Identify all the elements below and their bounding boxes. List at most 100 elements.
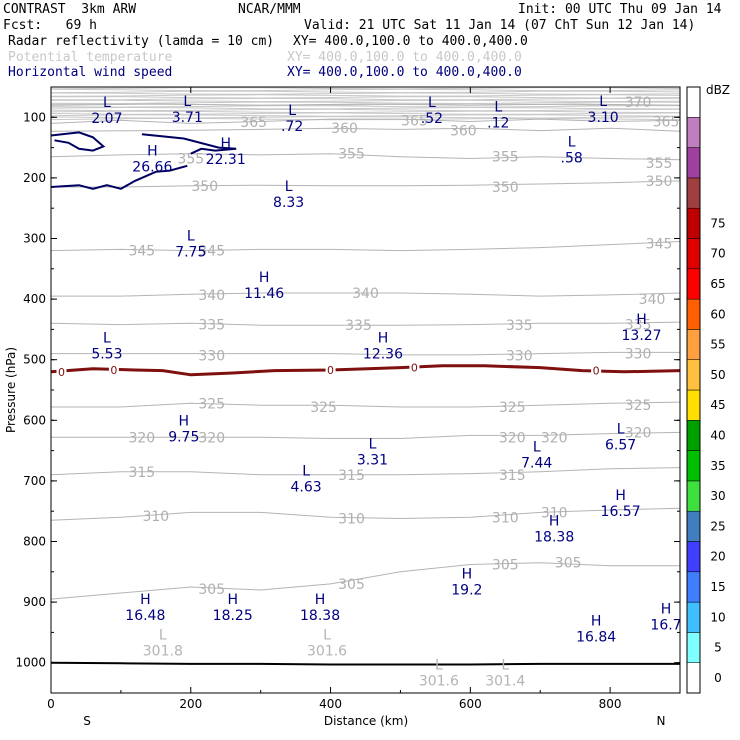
y-tick-label: 900 bbox=[23, 595, 46, 609]
theta-label-320: 320 bbox=[541, 430, 568, 446]
colorbar-label: 45 bbox=[710, 398, 725, 412]
reflectivity-label-0: 0 bbox=[110, 364, 117, 377]
extremum-value: 16.84 bbox=[576, 629, 616, 645]
extremum-value: 2.07 bbox=[91, 111, 122, 127]
theta-label-335: 335 bbox=[625, 318, 652, 334]
theta-contour-370 bbox=[50, 103, 681, 106]
theta-band-line bbox=[51, 97, 681, 101]
colorbar-swatch bbox=[686, 662, 701, 694]
colorbar-label: 30 bbox=[710, 489, 725, 503]
extremum-value: .72 bbox=[281, 119, 303, 135]
theta-contour-365 bbox=[50, 118, 681, 124]
theta-label-325: 325 bbox=[625, 398, 652, 414]
theta-label-335: 335 bbox=[506, 318, 533, 334]
theta-label-340: 340 bbox=[352, 286, 379, 302]
theta-contour-350 bbox=[51, 180, 681, 188]
theta-contour-355 bbox=[50, 153, 681, 161]
extremum-value: 8.33 bbox=[273, 195, 304, 211]
reflectivity-label-bg bbox=[591, 364, 602, 377]
low-marker: L bbox=[501, 658, 509, 674]
colorbar-unit: dBZ bbox=[706, 83, 730, 97]
theta-label-355: 355 bbox=[177, 152, 204, 168]
extremum-value: 13.27 bbox=[622, 328, 662, 344]
colorbar-swatch bbox=[686, 601, 701, 633]
low-marker: L bbox=[103, 95, 111, 111]
colorbar-label: 40 bbox=[710, 428, 725, 442]
theta-label-320: 320 bbox=[198, 430, 225, 446]
high-marker: H bbox=[179, 413, 190, 429]
x-tick-label: 200 bbox=[179, 697, 202, 711]
theta-band-line bbox=[50, 114, 681, 117]
center-name: NCAR/MMM bbox=[238, 2, 301, 17]
extremum-value: 16.7 bbox=[650, 617, 681, 633]
colorbar-swatch bbox=[686, 510, 701, 542]
reflectivity-label-bg bbox=[56, 365, 67, 378]
theta-label-315: 315 bbox=[338, 468, 365, 484]
colorbar-label: 70 bbox=[710, 247, 725, 261]
extremum-value: 18.25 bbox=[213, 608, 253, 624]
theta-label-340: 340 bbox=[639, 292, 666, 308]
theta-band-line bbox=[50, 90, 681, 94]
field-wind-name: Horizontal wind speed bbox=[8, 65, 173, 80]
theta-label-305: 305 bbox=[492, 558, 519, 574]
theta-label-350: 350 bbox=[646, 174, 673, 190]
field-wind-xy: XY= 400.0,100.0 to 400.0,400.0 bbox=[287, 65, 522, 80]
theta-contour-360 bbox=[50, 127, 681, 132]
reflectivity-label-0: 0 bbox=[411, 362, 418, 375]
theta-band-line bbox=[50, 92, 681, 95]
high-marker: H bbox=[140, 592, 151, 608]
x-tick-label: 400 bbox=[319, 697, 342, 711]
x-end-label-left: S bbox=[83, 714, 91, 728]
colorbar-swatch bbox=[686, 420, 701, 451]
colorbar-label: 65 bbox=[710, 277, 725, 291]
low-marker: L bbox=[103, 330, 111, 346]
low-marker: L bbox=[494, 99, 502, 115]
y-tick-label: 200 bbox=[23, 171, 46, 185]
low-marker: L bbox=[369, 436, 377, 452]
theta-contour-305 bbox=[50, 562, 680, 600]
low-marker: L bbox=[435, 658, 443, 674]
high-marker: H bbox=[315, 592, 326, 608]
high-marker: H bbox=[259, 270, 270, 286]
theta-label-340: 340 bbox=[198, 288, 225, 304]
colorbar-label: 50 bbox=[710, 368, 725, 382]
theta-label-320: 320 bbox=[625, 425, 652, 441]
extremum-value: 301.4 bbox=[485, 674, 525, 690]
theta-band-line bbox=[50, 99, 681, 103]
theta-label-335: 335 bbox=[345, 318, 372, 334]
terrain-surface-line bbox=[50, 661, 680, 666]
colorbar-label: 15 bbox=[710, 580, 725, 594]
x-axis-title: Distance (km) bbox=[324, 714, 408, 728]
wind-contour-25 bbox=[141, 133, 237, 155]
extremum-value: 18.38 bbox=[534, 529, 574, 545]
colorbar-label: 5 bbox=[714, 641, 722, 655]
y-axis-title: Pressure (hPa) bbox=[4, 347, 18, 433]
theta-label-355: 355 bbox=[492, 150, 519, 166]
extremum-value: 3.10 bbox=[588, 110, 619, 126]
theta-label-365: 365 bbox=[401, 113, 428, 129]
theta-contour-310 bbox=[50, 507, 681, 521]
extremum-value: 301.6 bbox=[307, 643, 347, 659]
extremum-value: 26.66 bbox=[132, 160, 172, 176]
wind-contour-25 bbox=[50, 131, 106, 152]
theta-label-310: 310 bbox=[338, 511, 365, 527]
extremum-value: .12 bbox=[487, 115, 509, 131]
extremum-value: 22.31 bbox=[206, 152, 246, 168]
reflectivity-label-bg bbox=[409, 361, 420, 374]
theta-label-310: 310 bbox=[492, 510, 519, 526]
extremum-value: 3.31 bbox=[357, 452, 388, 468]
theta-label-370: 370 bbox=[625, 95, 652, 111]
low-marker: L bbox=[533, 439, 541, 455]
colorbar-swatch bbox=[686, 238, 701, 270]
theta-band-line bbox=[50, 94, 681, 97]
extremum-value: .58 bbox=[561, 151, 583, 167]
theta-band-line bbox=[50, 117, 681, 121]
extremum-value: .52 bbox=[421, 111, 443, 127]
theta-contour-345 bbox=[50, 241, 681, 252]
x-tick-label: 800 bbox=[599, 697, 622, 711]
extremum-value: 5.53 bbox=[91, 346, 122, 362]
theta-band-line bbox=[50, 106, 681, 110]
theta-label-320: 320 bbox=[499, 430, 526, 446]
y-tick-label: 600 bbox=[23, 413, 46, 427]
